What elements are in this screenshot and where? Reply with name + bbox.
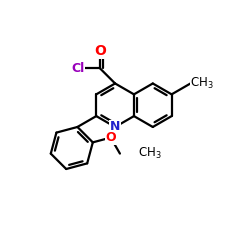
Text: CH$_3$: CH$_3$ <box>138 146 162 161</box>
Text: Cl: Cl <box>71 62 85 74</box>
Text: N: N <box>110 120 120 134</box>
Text: O: O <box>105 131 116 144</box>
Text: O: O <box>94 44 106 58</box>
Text: CH$_3$: CH$_3$ <box>190 76 214 91</box>
